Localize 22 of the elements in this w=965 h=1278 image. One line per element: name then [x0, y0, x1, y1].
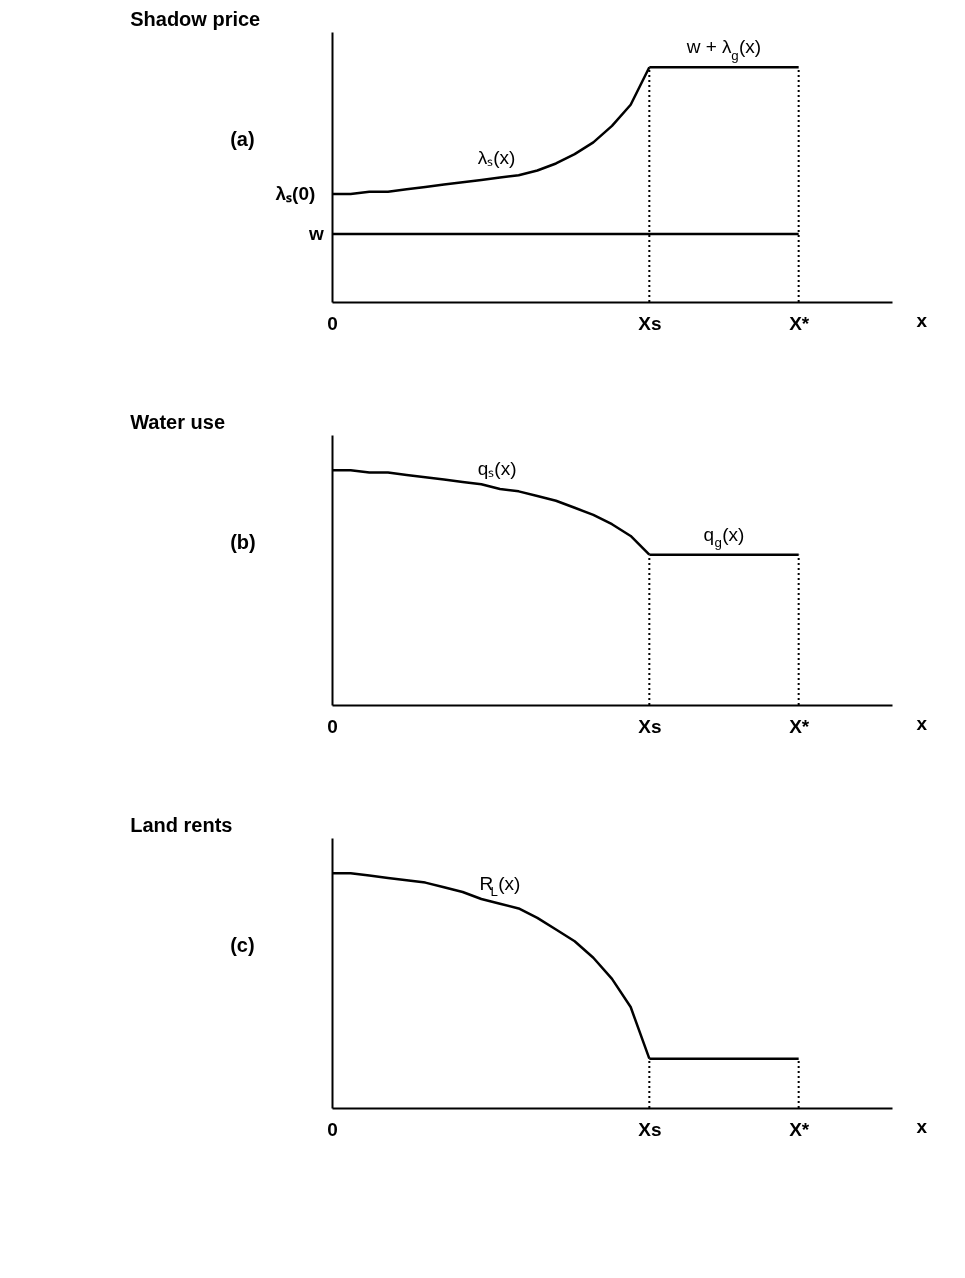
chart-title: Water use — [130, 411, 226, 433]
x-tick-label: 0 — [327, 312, 338, 334]
x-tick-label: Xs — [638, 312, 662, 334]
series-label: λₛ(x) — [477, 146, 516, 168]
x-tick-label: X* — [789, 1118, 810, 1140]
annotation: w — [307, 222, 324, 244]
x-axis-title: x — [916, 310, 928, 331]
chart-title: Land rents — [130, 814, 233, 836]
text: (c) — [230, 934, 255, 956]
x-tick-label: 0 — [327, 1118, 338, 1140]
x-tick-label: 0 — [327, 715, 338, 737]
x-tick-label: Xs — [638, 715, 662, 737]
series-label: qₛ(x) — [477, 458, 517, 479]
x-tick-label: Xs — [638, 1118, 662, 1140]
x-axis-title: x — [916, 1116, 928, 1137]
x-tick-label: X* — [789, 715, 810, 737]
text: (b) — [230, 531, 256, 553]
x-tick-label: X* — [789, 312, 810, 334]
x-axis-title: x — [916, 713, 928, 734]
annotation: λₛ(0) — [275, 183, 316, 204]
text: (a) — [230, 128, 255, 150]
chart-title: Shadow price — [130, 8, 261, 30]
